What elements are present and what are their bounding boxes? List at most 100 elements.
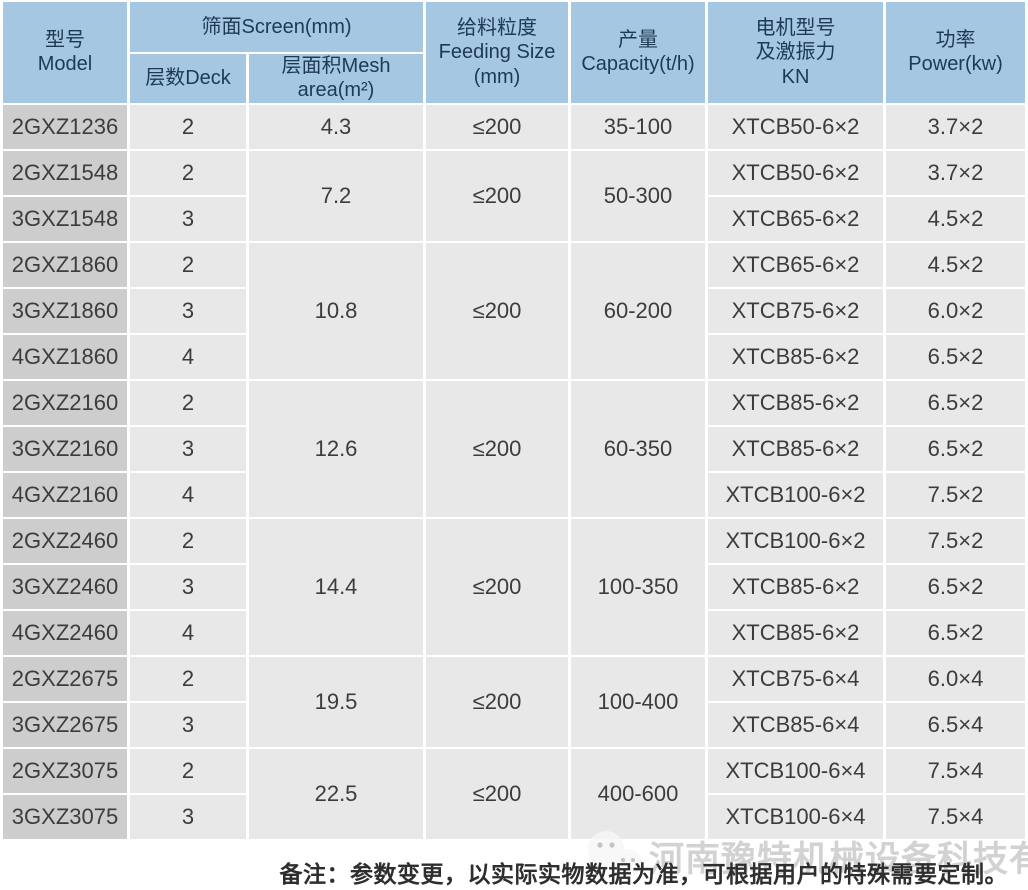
capacity-cell: 100-350 — [571, 518, 706, 655]
power-cell: 4.5×2 — [886, 196, 1026, 241]
deck-cell: 3 — [130, 288, 246, 333]
deck-cell: 3 — [130, 196, 246, 241]
table-row: 3GXZ3075 3 XTCB100-6×4 7.5×4 — [3, 794, 1026, 839]
deck-cell: 3 — [130, 564, 246, 609]
model-cell: 2GXZ3075 — [3, 748, 127, 793]
capacity-cell: 50-300 — [571, 150, 706, 241]
remark-note: 备注：参数变更，以实际实物数据为准，可根据用户的特殊需要定制。 — [279, 861, 1008, 887]
model-cell: 2GXZ2160 — [3, 380, 127, 425]
wechat-icon — [583, 828, 645, 885]
feeding-size-cell: ≤200 — [426, 242, 569, 379]
table-row: 3GXZ1860 3 XTCB75-6×2 6.0×2 — [3, 288, 1026, 333]
header-feeding-size: 给料粒度 Feeding Size (mm) — [426, 2, 569, 103]
deck-cell: 3 — [130, 794, 246, 839]
power-cell: 6.5×2 — [886, 334, 1026, 379]
header-power: 功率 Power(kw) — [886, 2, 1026, 103]
capacity-cell: 100-400 — [571, 656, 706, 747]
motor-cell: XTCB85-6×2 — [708, 610, 884, 655]
power-cell: 7.5×4 — [886, 794, 1026, 839]
deck-cell: 2 — [130, 656, 246, 701]
watermark-company-name: 河南豫特机械设备科技有限公司 — [649, 840, 1028, 879]
motor-cell: XTCB100-6×4 — [708, 794, 884, 839]
motor-cell: XTCB50-6×2 — [708, 150, 884, 195]
table-row: 3GXZ2460 3 XTCB85-6×2 6.5×2 — [3, 564, 1026, 609]
model-cell: 2GXZ1548 — [3, 150, 127, 195]
mesh-area-cell: 19.5 — [249, 656, 424, 747]
deck-cell: 4 — [130, 334, 246, 379]
deck-cell: 4 — [130, 610, 246, 655]
power-cell: 7.5×2 — [886, 518, 1026, 563]
table-row: 4GXZ2460 4 XTCB85-6×2 6.5×2 — [3, 610, 1026, 655]
power-cell: 6.5×2 — [886, 426, 1026, 471]
feeding-size-cell: ≤200 — [426, 150, 569, 241]
motor-cell: XTCB100-6×2 — [708, 472, 884, 517]
model-cell: 3GXZ1548 — [3, 196, 127, 241]
motor-cell: XTCB85-6×2 — [708, 426, 884, 471]
header-motor: 电机型号 及激振力 KN — [708, 2, 884, 103]
model-cell: 2GXZ2675 — [3, 656, 127, 701]
model-cell: 4GXZ2160 — [3, 472, 127, 517]
deck-cell: 2 — [130, 150, 246, 195]
motor-cell: XTCB100-6×2 — [708, 518, 884, 563]
model-cell: 3GXZ2460 — [3, 564, 127, 609]
deck-cell: 3 — [130, 702, 246, 747]
power-cell: 3.7×2 — [886, 150, 1026, 195]
model-cell: 4GXZ1860 — [3, 334, 127, 379]
mesh-area-cell: 4.3 — [249, 104, 424, 149]
table-row: 4GXZ2160 4 XTCB100-6×2 7.5×2 — [3, 472, 1026, 517]
feeding-size-cell: ≤200 — [426, 380, 569, 517]
company-watermark: 河南豫特机械设备科技有限公司 — [583, 828, 1028, 885]
model-cell: 3GXZ2675 — [3, 702, 127, 747]
power-cell: 7.5×2 — [886, 472, 1026, 517]
table-row: 2GXZ1548 2 7.2 ≤200 50-300 XTCB50-6×2 3.… — [3, 150, 1026, 241]
mesh-area-cell: 22.5 — [249, 748, 424, 839]
capacity-cell: 400-600 — [571, 748, 706, 839]
capacity-cell: 60-200 — [571, 242, 706, 379]
feeding-size-cell: ≤200 — [426, 656, 569, 747]
mesh-area-cell: 10.8 — [249, 242, 424, 379]
deck-cell: 4 — [130, 472, 246, 517]
mesh-area-cell: 14.4 — [249, 518, 424, 655]
table-row: 2GXZ1236 2 4.3 ≤200 35-100 XTCB50-6×2 3.… — [3, 104, 1026, 149]
model-cell: 2GXZ1860 — [3, 242, 127, 287]
deck-cell: 2 — [130, 242, 246, 287]
model-cell: 3GXZ3075 — [3, 794, 127, 839]
model-cell: 3GXZ1860 — [3, 288, 127, 333]
deck-cell: 2 — [130, 748, 246, 793]
motor-cell: XTCB75-6×4 — [708, 656, 884, 701]
power-cell: 6.5×4 — [886, 702, 1026, 747]
model-cell: 2GXZ1236 — [3, 104, 127, 149]
deck-cell: 2 — [130, 518, 246, 563]
motor-cell: XTCB85-6×2 — [708, 334, 884, 379]
table-row: 3GXZ2160 3 XTCB85-6×2 6.5×2 — [3, 426, 1026, 471]
table-row: 2GXZ2675 2 19.5 ≤200 100-400 XTCB75-6×4 … — [3, 656, 1026, 747]
deck-cell: 2 — [130, 104, 246, 149]
capacity-cell: 60-350 — [571, 380, 706, 517]
power-cell: 4.5×2 — [886, 242, 1026, 287]
model-cell: 2GXZ2460 — [3, 518, 127, 563]
table-row: 2GXZ2460 2 14.4 ≤200 100-350 XTCB100-6×2… — [3, 518, 1026, 655]
table-row: 4GXZ1860 4 XTCB85-6×2 6.5×2 — [3, 334, 1026, 379]
header-deck: 层数Deck — [130, 54, 246, 103]
motor-cell: XTCB65-6×2 — [708, 196, 884, 241]
table-row: 3GXZ1548 3 XTCB65-6×2 4.5×2 — [3, 196, 1026, 241]
power-cell: 6.5×2 — [886, 380, 1026, 425]
header-model: 型号 Model — [3, 2, 127, 103]
deck-cell: 3 — [130, 426, 246, 471]
power-cell: 6.5×2 — [886, 610, 1026, 655]
power-cell: 3.7×2 — [886, 104, 1026, 149]
feeding-size-cell: ≤200 — [426, 748, 569, 839]
motor-cell: XTCB85-6×4 — [708, 702, 884, 747]
header-mesh-area: 层面积Mesh area(m²) — [249, 54, 424, 103]
deck-cell: 2 — [130, 380, 246, 425]
header-screen: 筛面Screen(mm) — [130, 2, 424, 52]
table-row: 2GXZ3075 2 22.5 ≤200 400-600 XTCB100-6×4… — [3, 748, 1026, 839]
table-row: 2GXZ2160 2 12.6 ≤200 60-350 XTCB85-6×2 6… — [3, 380, 1026, 517]
power-cell: 7.5×4 — [886, 748, 1026, 793]
motor-cell: XTCB85-6×2 — [708, 564, 884, 609]
feeding-size-cell: ≤200 — [426, 104, 569, 149]
spec-table: 型号 Model 筛面Screen(mm) 给料粒度 Feeding Size … — [3, 2, 1026, 839]
motor-cell: XTCB75-6×2 — [708, 288, 884, 333]
table-row: 3GXZ2675 3 XTCB85-6×4 6.5×4 — [3, 702, 1026, 747]
